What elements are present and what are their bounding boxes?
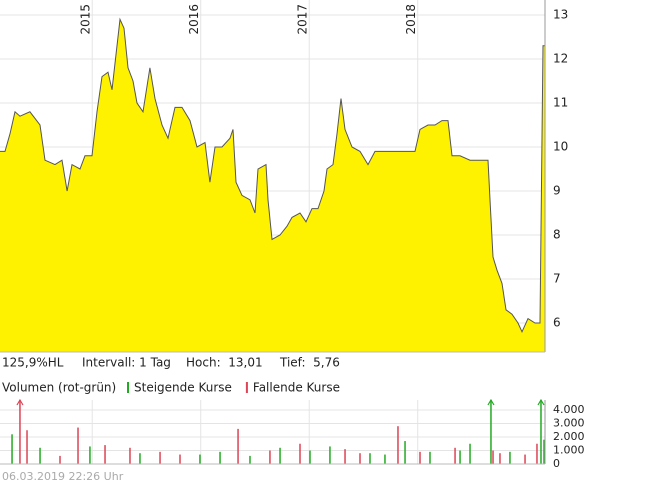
volume-bar [179,454,181,464]
volume-bar [299,443,301,464]
y-tick-label: 9 [553,183,561,197]
legend-label: Fallende Kurse [253,381,340,395]
volume-bar [89,446,91,464]
legend-label: Steigende Kurse [134,381,232,395]
volume-bar [249,455,251,464]
volume-bar [159,451,161,464]
y-tick-label: 13 [553,7,568,21]
overflow-arrow [487,398,495,406]
info-range: 125,9%HL [2,356,64,370]
volume-bar [492,450,494,464]
info-low: Tief: 5,76 [279,356,340,370]
y-tick-label: 11 [553,95,568,109]
volume-bar [369,453,371,464]
overflow-arrow [16,398,24,406]
volume-bar [59,455,61,464]
y-tick-label: 7 [553,271,561,285]
volume-bar [279,447,281,464]
y-tick-label: 4.000 [553,403,585,416]
volume-bar [104,445,106,464]
volume-bar [269,450,271,464]
y-tick-label: 12 [553,51,568,65]
volume-bar [359,453,361,464]
volume-bar [384,454,386,464]
legend-swatch [245,382,248,393]
volume-bar [39,447,41,464]
volume-bar [344,449,346,464]
volume-bar [419,451,421,464]
x-tick-label: 2016 [187,4,201,35]
price-area [0,19,545,353]
volume-bar [19,400,21,464]
volume-bar [543,439,545,464]
volume-bar [329,446,331,464]
volume-bar [237,428,239,464]
volume-bar [509,451,511,464]
volume-bar [429,451,431,464]
volume-bar [524,454,526,464]
volume-bar [536,443,538,464]
legend-swatch [127,382,129,393]
volume-bar [459,450,461,464]
volume-bar [129,447,131,464]
volume-bar [490,400,492,464]
volume-bar [139,453,141,464]
x-tick-label: 2018 [404,4,418,35]
volume-bar [404,441,406,464]
volume-bar [219,451,221,464]
x-tick-label: 2017 [296,4,310,35]
volume-bar [77,427,79,464]
volume-bar [26,430,28,464]
volume-bar [499,453,501,464]
y-tick-label: 10 [553,139,568,153]
info-interval: Intervall: 1 Tag [82,356,171,370]
volume-bar [540,400,542,464]
volume-bar [397,426,399,464]
y-tick-label: 6 [553,315,561,329]
price-line [0,17,545,334]
y-tick-label: 0 [553,457,560,470]
x-tick-label: 2015 [79,4,93,35]
info-high: Hoch: 13,01 [186,356,263,370]
volume-bar [454,447,456,464]
volume-bar [11,434,13,464]
y-tick-label: 3.000 [553,416,585,429]
volume-bar [309,450,311,464]
volume-bar [469,443,471,464]
timestamp: 06.03.2019 22:26 Uhr [2,470,124,483]
y-tick-label: 1.000 [553,443,585,456]
y-tick-label: 2.000 [553,430,585,443]
volume-title: Volumen (rot-grün) [2,381,116,395]
volume-bar [199,454,201,464]
overflow-arrow [537,398,545,406]
y-tick-label: 8 [553,227,561,241]
